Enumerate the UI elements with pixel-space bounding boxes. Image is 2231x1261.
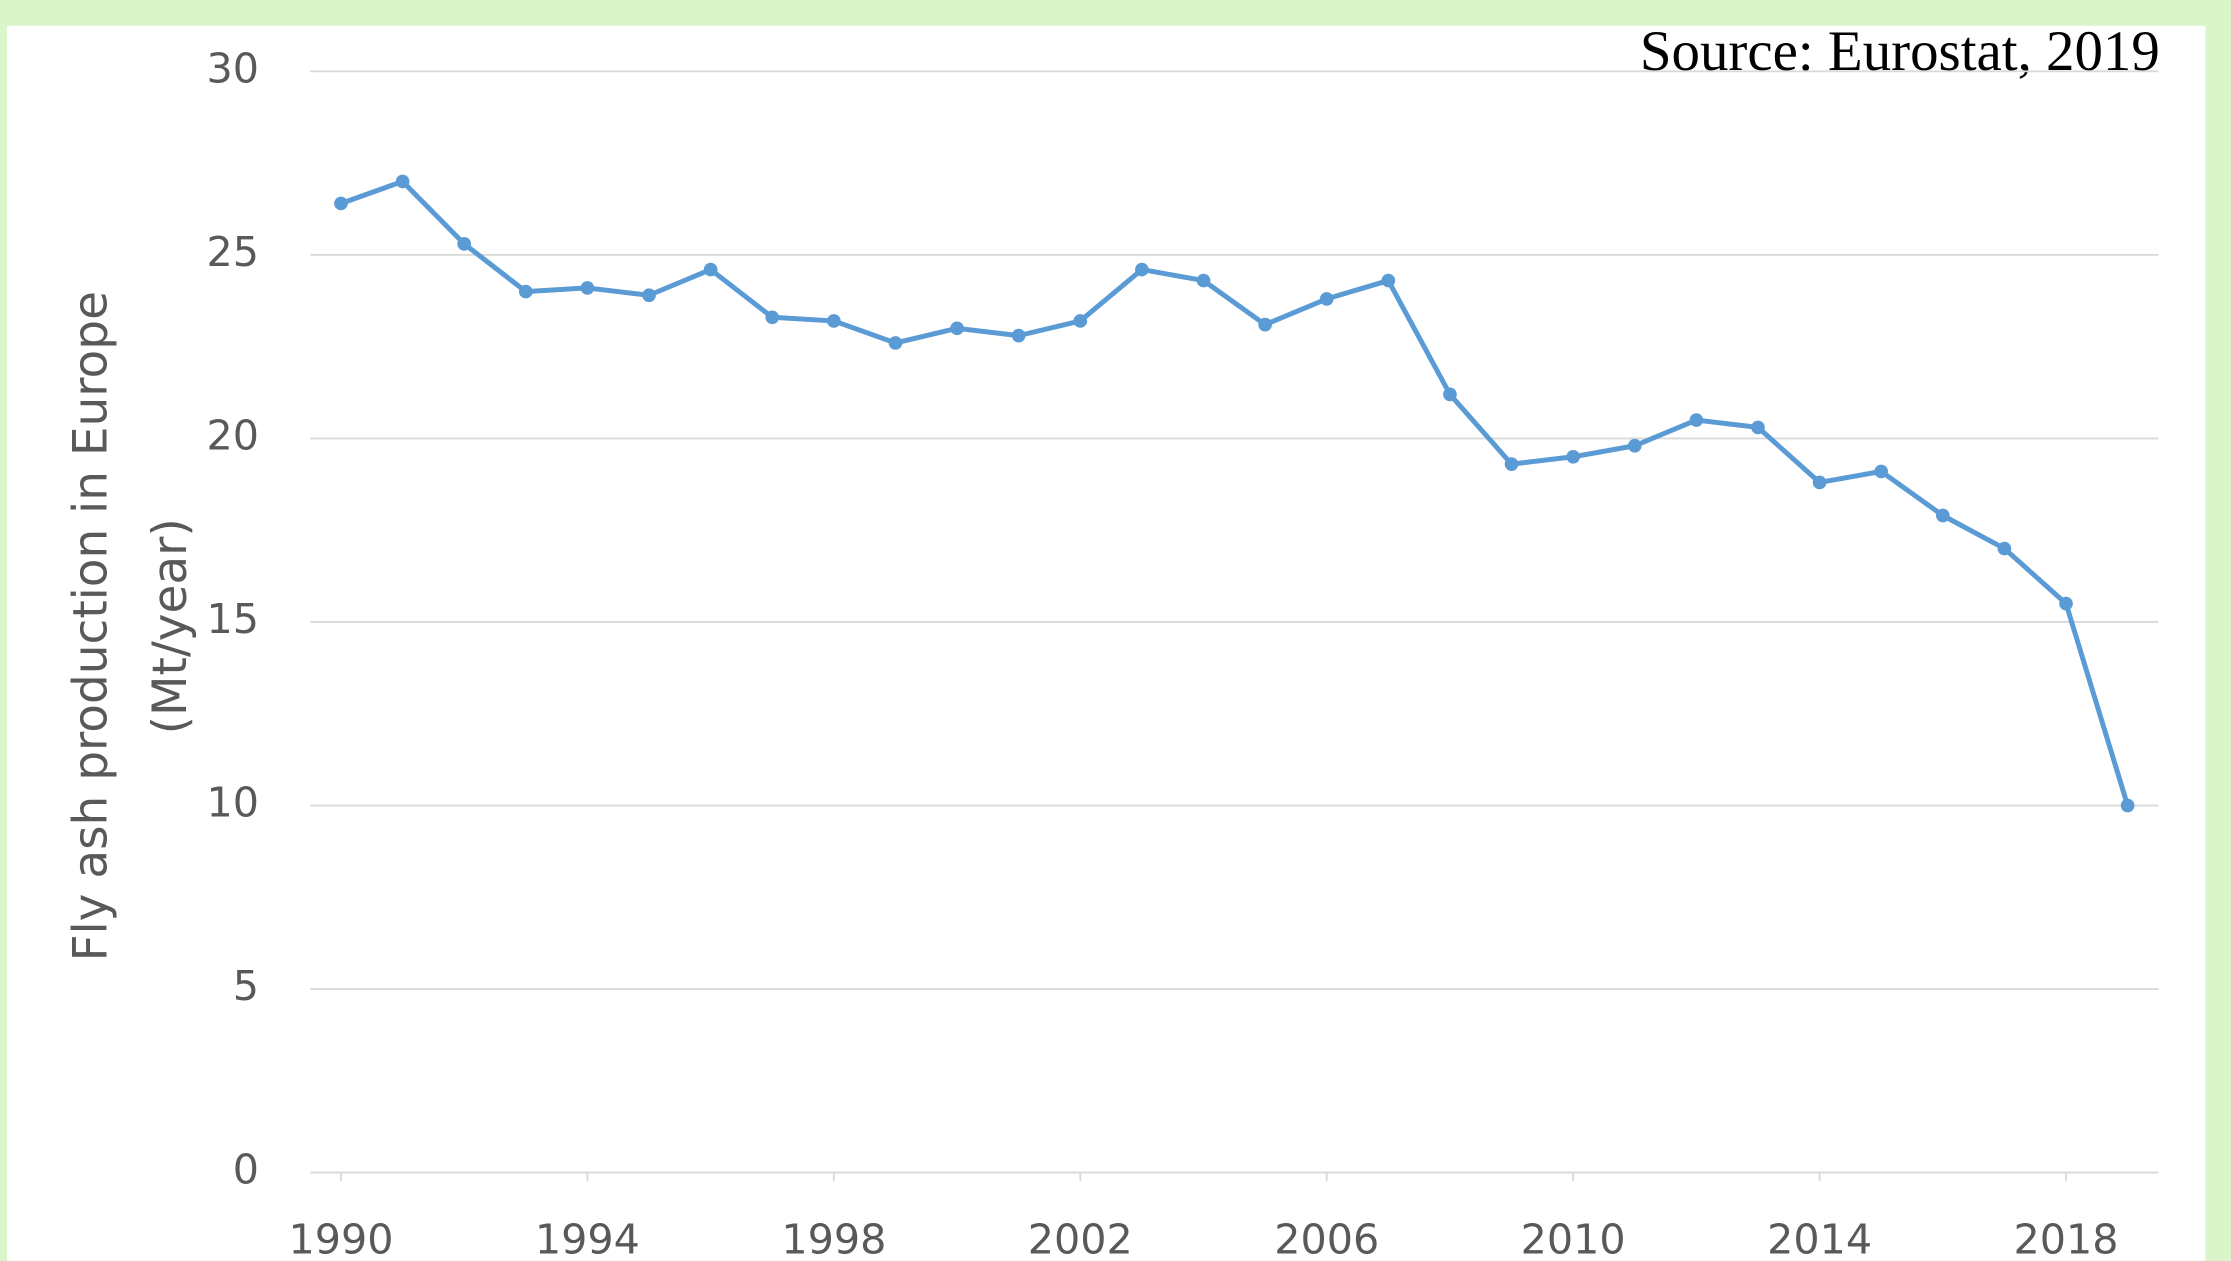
data-point <box>1504 457 1519 471</box>
y-tick-label: 25 <box>206 228 259 276</box>
data-point <box>1258 317 1272 332</box>
data-point <box>518 284 533 299</box>
x-tick-label: 2014 <box>1767 1215 1872 1261</box>
x-tick-label: 1994 <box>535 1215 640 1261</box>
y-tick-label: 5 <box>233 962 259 1010</box>
data-point <box>827 314 841 328</box>
data-point <box>334 196 348 211</box>
data-point <box>2120 798 2135 813</box>
plot-background <box>7 25 2206 1261</box>
data-point <box>395 174 410 189</box>
data-point <box>888 336 903 350</box>
y-tick-label: 0 <box>233 1146 259 1194</box>
x-tick-label: 2006 <box>1274 1215 1379 1261</box>
source-annotation: Source: Eurostat, 2019 <box>1640 20 2160 83</box>
data-point <box>457 237 472 251</box>
x-tick-label: 1998 <box>781 1215 886 1261</box>
data-point <box>1812 475 1827 490</box>
data-point <box>1135 262 1149 277</box>
x-tick-label: 2010 <box>1521 1215 1626 1261</box>
data-point <box>2059 596 2073 611</box>
y-tick-label: 15 <box>206 595 259 643</box>
data-point <box>765 310 780 325</box>
data-point <box>1751 420 1765 435</box>
y-tick-label: 20 <box>206 411 259 459</box>
data-point <box>1689 413 1704 427</box>
y-tick-label: 30 <box>206 44 259 92</box>
data-point <box>1935 508 1950 523</box>
x-tick-label: 2018 <box>2014 1215 2119 1261</box>
data-line <box>340 178 2131 807</box>
data-point <box>1381 273 1396 288</box>
x-tick-label: 2002 <box>1028 1215 1133 1261</box>
data-point <box>1319 292 1334 306</box>
data-point <box>1874 464 1889 479</box>
data-point <box>1011 328 1026 343</box>
data-point <box>950 321 964 336</box>
data-point <box>642 288 656 303</box>
data-point <box>1196 273 1211 288</box>
data-point <box>1073 314 1088 328</box>
x-tick-label: 1990 <box>288 1215 393 1261</box>
data-point <box>580 281 595 295</box>
data-point <box>1443 387 1457 402</box>
data-point <box>1566 449 1580 464</box>
data-point <box>1997 541 2012 556</box>
data-point <box>1627 438 1642 453</box>
data-point <box>703 262 718 277</box>
y-tick-label: 10 <box>206 779 259 827</box>
y-axis-label: (Mt/year) <box>143 518 198 734</box>
y-axis-label: Fly ash production in Europe <box>63 291 118 961</box>
